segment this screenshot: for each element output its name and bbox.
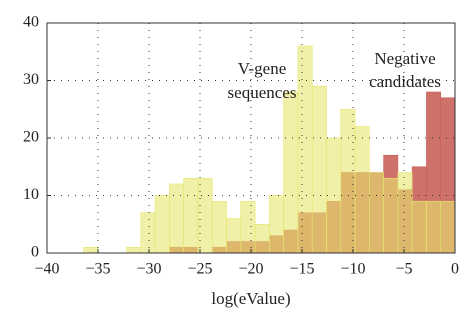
histogram-bar (397, 172, 413, 254)
plot-frame (46, 22, 456, 254)
annotation: candidates (369, 72, 441, 91)
histogram-bar (426, 200, 442, 254)
x-tick-label: −20 (238, 261, 263, 278)
histogram-bar (254, 223, 270, 254)
histogram-bar (440, 200, 456, 254)
x-tick-label: −5 (395, 261, 412, 278)
histogram-bar (311, 85, 327, 254)
annotation: Negative (374, 49, 435, 68)
histogram-bar (340, 108, 356, 254)
histogram-bar (126, 246, 142, 254)
histogram-bar (383, 177, 399, 254)
histogram-bar (140, 212, 156, 254)
y-tick-label: 30 (23, 71, 39, 88)
histogram-bar (183, 177, 199, 254)
x-axis-label: log(eValue) (211, 289, 290, 308)
histogram-bar (297, 45, 313, 254)
y-tick-label: 0 (31, 244, 39, 261)
histogram-bar (369, 172, 384, 254)
x-tick-label: −40 (34, 261, 59, 278)
x-tick-label: −35 (85, 261, 110, 278)
histogram-bar (283, 91, 299, 254)
x-tick-label: −30 (136, 261, 161, 278)
annotation: sequences (228, 83, 297, 102)
histogram-bar (226, 218, 242, 254)
histogram-bar (326, 137, 342, 254)
histogram-bar (83, 246, 99, 254)
histogram-bar (354, 126, 370, 254)
histogram-bar (240, 200, 256, 254)
x-tick-label: 0 (451, 261, 459, 278)
histogram-bar (269, 195, 284, 254)
histogram-bar (211, 200, 227, 254)
y-tick-label: 20 (23, 129, 39, 146)
x-tick-label: −10 (340, 261, 365, 278)
x-tick-label: −15 (289, 261, 314, 278)
histogram-bar (154, 195, 170, 254)
histogram-bar (169, 183, 184, 254)
y-tick-label: 10 (23, 186, 39, 203)
x-tick-label: −25 (187, 261, 212, 278)
annotation: V-gene (238, 59, 286, 78)
histogram-bar (197, 177, 213, 254)
y-tick-label: 40 (23, 14, 39, 31)
histogram-bar (411, 200, 427, 254)
